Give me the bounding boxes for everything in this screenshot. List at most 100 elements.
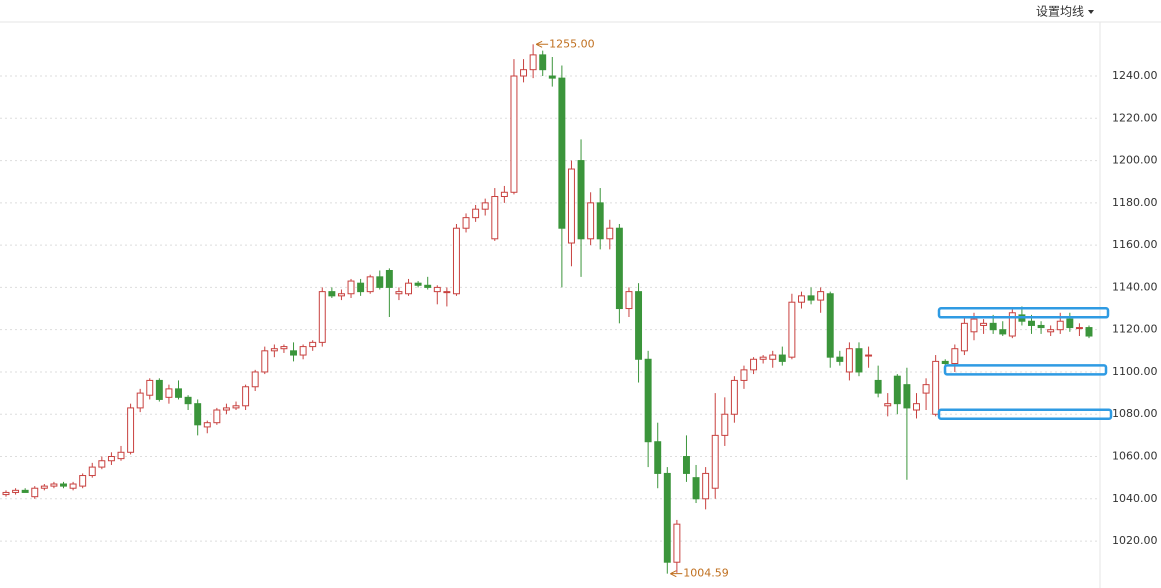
- candle-body: [903, 384, 911, 409]
- candle-body: [280, 346, 288, 350]
- candle-body: [1047, 329, 1055, 333]
- menu-label[interactable]: 设置均线: [1036, 5, 1084, 19]
- candle-body: [999, 329, 1007, 335]
- y-tick-label: 1020.00: [1112, 534, 1158, 547]
- y-tick-label: 1180.00: [1112, 196, 1158, 209]
- candle-body: [960, 322, 968, 352]
- candle-body: [941, 360, 949, 365]
- candle-body: [587, 202, 595, 240]
- highlight-box: [943, 364, 1108, 376]
- candle-body: [798, 295, 805, 303]
- candle-body: [932, 360, 940, 415]
- y-tick-label: 1200.00: [1112, 154, 1158, 167]
- candle-body: [606, 227, 614, 240]
- candle-body: [855, 348, 863, 373]
- candle-body: [405, 282, 413, 295]
- candle-body: [1028, 320, 1035, 326]
- candle-body: [596, 202, 604, 240]
- candle-body: [625, 291, 633, 310]
- candle-body: [146, 379, 154, 396]
- candle-body: [893, 375, 901, 405]
- candle-body: [31, 487, 39, 498]
- candle-body: [222, 407, 230, 411]
- menu-button[interactable]: 设置均线: [1036, 5, 1094, 19]
- candle-body: [251, 371, 259, 388]
- candle-body: [165, 388, 173, 398]
- candle-body: [462, 217, 470, 229]
- candle-body: [117, 451, 125, 460]
- candle-body: [702, 472, 710, 500]
- candle-body: [69, 483, 77, 489]
- candle-body: [376, 276, 384, 288]
- candle-body: [654, 441, 662, 474]
- candle-body: [759, 356, 767, 360]
- candle-body: [577, 160, 585, 240]
- candle-body: [922, 384, 930, 394]
- y-tick-label: 1160.00: [1112, 238, 1158, 251]
- y-tick-label: 1100.00: [1112, 365, 1158, 378]
- candle-body: [232, 405, 240, 409]
- candle-body: [635, 291, 643, 360]
- candle-body: [520, 69, 528, 77]
- candle-body: [913, 403, 920, 411]
- candle-body: [395, 291, 403, 295]
- y-tick-label: 1040.00: [1112, 492, 1158, 505]
- candle-body: [989, 322, 997, 331]
- candle-body: [79, 475, 87, 487]
- candle-body: [721, 413, 729, 436]
- candle-body: [1037, 324, 1045, 329]
- candle-body: [385, 269, 393, 288]
- candle-body: [414, 282, 422, 286]
- candle-body: [539, 54, 547, 71]
- candle-body: [615, 227, 623, 310]
- candle-body: [50, 483, 58, 487]
- candle-body: [88, 466, 96, 477]
- candle-body: [357, 282, 365, 293]
- candle-body: [270, 348, 278, 352]
- candle-body: [433, 286, 441, 293]
- candle-body: [242, 386, 250, 407]
- y-tick-label: 1080.00: [1112, 407, 1158, 420]
- candle-body: [213, 409, 221, 424]
- candle-body: [750, 358, 758, 371]
- candle-body: [424, 284, 432, 288]
- candle-body: [107, 456, 115, 462]
- candle-body: [682, 456, 690, 474]
- candle-body: [740, 369, 748, 381]
- candle-body: [127, 407, 135, 453]
- extreme-arrow: [670, 570, 683, 578]
- candle-body: [1056, 320, 1064, 331]
- candle-body: [778, 354, 786, 362]
- candle-body: [318, 291, 326, 343]
- highlight-box: [937, 408, 1113, 420]
- candle-body: [817, 291, 825, 301]
- candle-body: [788, 301, 796, 358]
- candle-body: [1066, 318, 1074, 329]
- candle-body: [290, 350, 297, 356]
- candle-body: [500, 191, 508, 198]
- candle-body: [730, 379, 738, 415]
- candle-body: [558, 77, 566, 229]
- menu-arrow[interactable]: [1088, 10, 1094, 14]
- extreme-arrow: [535, 40, 549, 48]
- candle-body: [845, 348, 853, 373]
- y-tick-label: 1240.00: [1112, 69, 1158, 82]
- candle-body: [548, 75, 556, 79]
- y-tick-label: 1060.00: [1112, 450, 1158, 463]
- candle-body: [452, 227, 460, 295]
- candle-body: [347, 280, 355, 295]
- candle-body: [481, 202, 489, 210]
- candle-body: [12, 489, 20, 493]
- candle-body: [299, 346, 307, 356]
- candle-body: [40, 485, 48, 489]
- extreme-label: 1255.00: [549, 37, 595, 50]
- candle-body: [865, 354, 873, 357]
- candle-body: [203, 422, 211, 428]
- candle-body: [175, 388, 182, 398]
- candle-body: [21, 489, 29, 493]
- candle-body: [644, 358, 652, 443]
- candle-body: [491, 196, 499, 240]
- highlight-box: [937, 307, 1110, 319]
- candle-body: [874, 379, 882, 394]
